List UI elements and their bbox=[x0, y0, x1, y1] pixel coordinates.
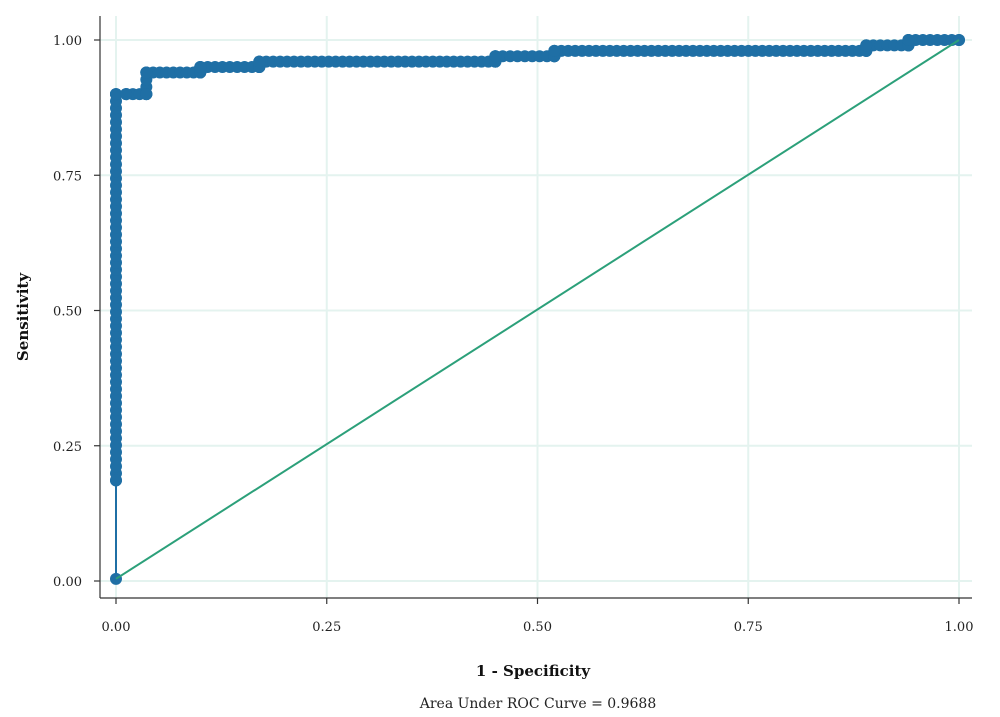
series-layer bbox=[110, 34, 965, 585]
roc-point bbox=[140, 88, 153, 101]
roc-point bbox=[253, 55, 266, 68]
roc-point bbox=[902, 34, 915, 46]
roc-point bbox=[140, 66, 153, 79]
tick-labels: 0.00 0.25 0.50 0.75 1.00 0.00 0.25 0.50 0.75 1.00 bbox=[53, 34, 973, 635]
roc-point bbox=[489, 50, 502, 63]
x-tick-label: 0.00 bbox=[102, 620, 131, 635]
roc-point bbox=[860, 39, 873, 52]
y-tick-label: 0.75 bbox=[53, 169, 82, 184]
roc-point bbox=[110, 474, 122, 487]
y-tick-label: 0.50 bbox=[53, 305, 82, 320]
roc-curve-points bbox=[110, 34, 965, 585]
reference-line bbox=[115, 39, 960, 580]
x-tick-label: 0.75 bbox=[734, 620, 763, 635]
grid-lines bbox=[100, 16, 972, 598]
roc-point bbox=[194, 61, 207, 74]
roc-point bbox=[110, 88, 122, 101]
y-tick-label: 1.00 bbox=[53, 34, 82, 49]
roc-point bbox=[548, 44, 561, 57]
y-tick-label: 0.25 bbox=[53, 440, 82, 455]
y-axis-title: Sensitivity bbox=[14, 272, 32, 361]
roc-point bbox=[120, 88, 133, 101]
x-tick-label: 0.25 bbox=[312, 620, 341, 635]
y-tick-label: 0.00 bbox=[53, 575, 82, 590]
auc-note: Area Under ROC Curve = 0.9688 bbox=[419, 696, 657, 712]
x-tick-label: 1.00 bbox=[945, 620, 974, 635]
axes bbox=[94, 16, 972, 604]
x-axis-title: 1 - Specificity bbox=[476, 662, 591, 680]
x-tick-label: 0.50 bbox=[523, 620, 552, 635]
